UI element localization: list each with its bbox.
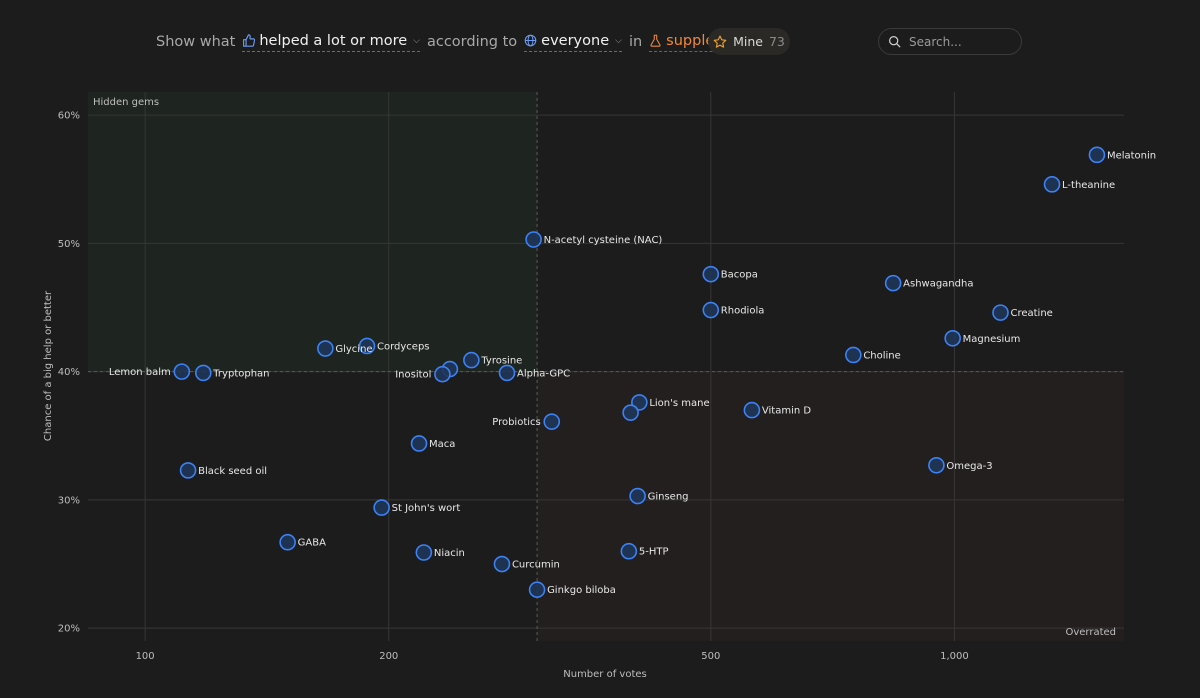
point-label: Ashwagandha [903,279,973,290]
point-label: Ginkgo biloba [547,585,616,596]
chevron-down-icon: ⌵ [615,35,622,46]
y-tick-label: 30% [58,495,80,506]
quadrant-label-hidden-gems: Hidden gems [93,97,159,108]
data-point[interactable] [415,544,433,561]
point-label: Probiotics [492,417,541,428]
x-axis-label: Number of votes [563,669,647,680]
point-label: Maca [429,439,455,450]
audience-dropdown[interactable]: everyone ⌵ [524,33,622,52]
mine-toggle[interactable]: Mine 73 [708,28,790,55]
quadrant-hidden-gems [88,92,538,372]
point-label: Alpha-GPC [517,368,570,379]
data-point[interactable] [1088,146,1106,164]
point-label: N-acetyl cysteine (NAC) [544,235,663,246]
data-point[interactable] [317,340,334,357]
y-tick-label: 60% [58,111,80,122]
y-tick-label: 40% [58,367,80,378]
point-label: Bacopa [721,270,758,281]
data-point[interactable] [884,274,902,292]
data-point[interactable] [493,555,511,573]
according-label: according to [426,34,518,50]
star-icon [713,35,727,48]
data-point[interactable] [845,346,862,364]
data-point[interactable] [525,231,542,248]
point-label: Vitamin D [762,406,811,417]
point-label: 5-HTP [639,547,669,558]
point-label: Cordyceps [377,341,430,352]
data-point[interactable] [279,533,296,551]
point-label: Magnesium [963,334,1021,345]
point-label: Glycine [335,344,372,355]
data-point[interactable] [1043,176,1061,193]
data-point[interactable] [702,265,720,283]
data-point[interactable] [528,581,546,598]
data-point[interactable] [434,365,451,383]
y-tick-label: 50% [58,239,80,250]
data-point[interactable] [179,462,197,479]
point-label: Tyrosine [480,356,522,367]
data-point[interactable] [543,413,561,430]
search-box[interactable] [878,28,1022,55]
data-point[interactable] [463,351,480,369]
data-point[interactable] [622,404,639,421]
point-label: L-theanine [1062,180,1115,191]
data-point[interactable] [702,301,720,319]
point-label: Lion's mane [649,398,709,409]
outcome-value: helped a lot or more [259,32,408,49]
filter-bar: Show what helped a lot or more ⌵ accordi… [156,28,773,56]
point-label: Tryptophan [212,368,269,379]
show-label: Show what [156,34,236,50]
data-point[interactable] [992,304,1009,321]
point-label: St John's wort [392,503,461,514]
data-point[interactable] [410,435,428,452]
mine-label: Mine [733,34,763,49]
flask-icon [650,34,661,47]
point-label: Ginseng [648,492,689,503]
chevron-down-icon: ⌵ [413,35,420,46]
point-label: Inositol [395,370,431,381]
point-label: Rhodiola [721,306,765,317]
point-label: Omega-3 [946,461,992,472]
x-tick-label: 100 [136,651,155,662]
mine-count: 73 [768,34,785,49]
data-point[interactable] [944,329,961,347]
data-point[interactable] [173,363,191,380]
data-point[interactable] [928,456,945,474]
point-label: Choline [863,350,901,361]
point-label: Black seed oil [198,466,267,477]
x-tick-label: 500 [701,651,720,662]
point-label: Curcumin [512,560,560,571]
point-label: Niacin [434,548,465,559]
x-tick-label: 200 [379,651,398,662]
audience-value: everyone [541,32,610,49]
data-point[interactable] [620,542,638,560]
outcome-dropdown[interactable]: helped a lot or more ⌵ [242,33,420,52]
search-input[interactable] [909,34,1009,49]
point-label: Creatine [1010,308,1052,319]
y-axis-label: Chance of a big help or better [43,290,54,441]
data-point[interactable] [629,487,646,505]
point-label: Lemon balm [109,367,171,378]
in-label: in [628,34,643,50]
thumbs-up-icon [243,34,256,47]
x-tick-label: 1,000 [940,651,969,662]
data-point[interactable] [194,364,212,382]
point-label: Melatonin [1107,150,1156,161]
point-label: GABA [298,538,326,549]
data-point[interactable] [358,337,376,355]
data-point[interactable] [373,499,390,516]
data-point[interactable] [498,364,516,382]
globe-icon [524,34,537,47]
quadrant-label-overrated: Overrated [1065,627,1116,638]
y-tick-label: 20% [58,624,80,635]
search-icon [889,36,901,48]
data-point[interactable] [743,401,761,419]
